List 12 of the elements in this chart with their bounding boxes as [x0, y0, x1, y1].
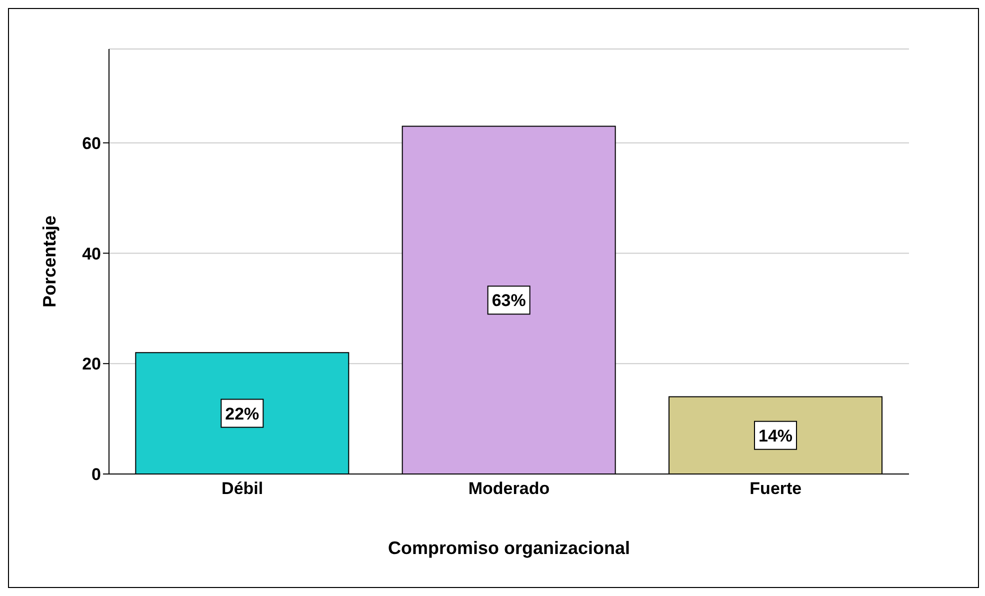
x-tick-label: Fuerte	[750, 479, 802, 498]
y-tick-label: 40	[82, 244, 101, 264]
data-label: 22%	[225, 404, 260, 424]
data-label: 14%	[758, 426, 793, 446]
data-label: 63%	[492, 291, 526, 310]
x-axis-title: Compromiso organizacional	[388, 538, 630, 558]
y-tick-label: 0	[92, 465, 101, 484]
x-tick-label: Moderado	[468, 479, 550, 498]
y-tick-label: 60	[82, 134, 101, 153]
x-tick-label: Débil	[222, 479, 264, 498]
y-tick-label: 20	[82, 354, 101, 374]
y-axis-title: Porcentaje	[39, 215, 60, 308]
